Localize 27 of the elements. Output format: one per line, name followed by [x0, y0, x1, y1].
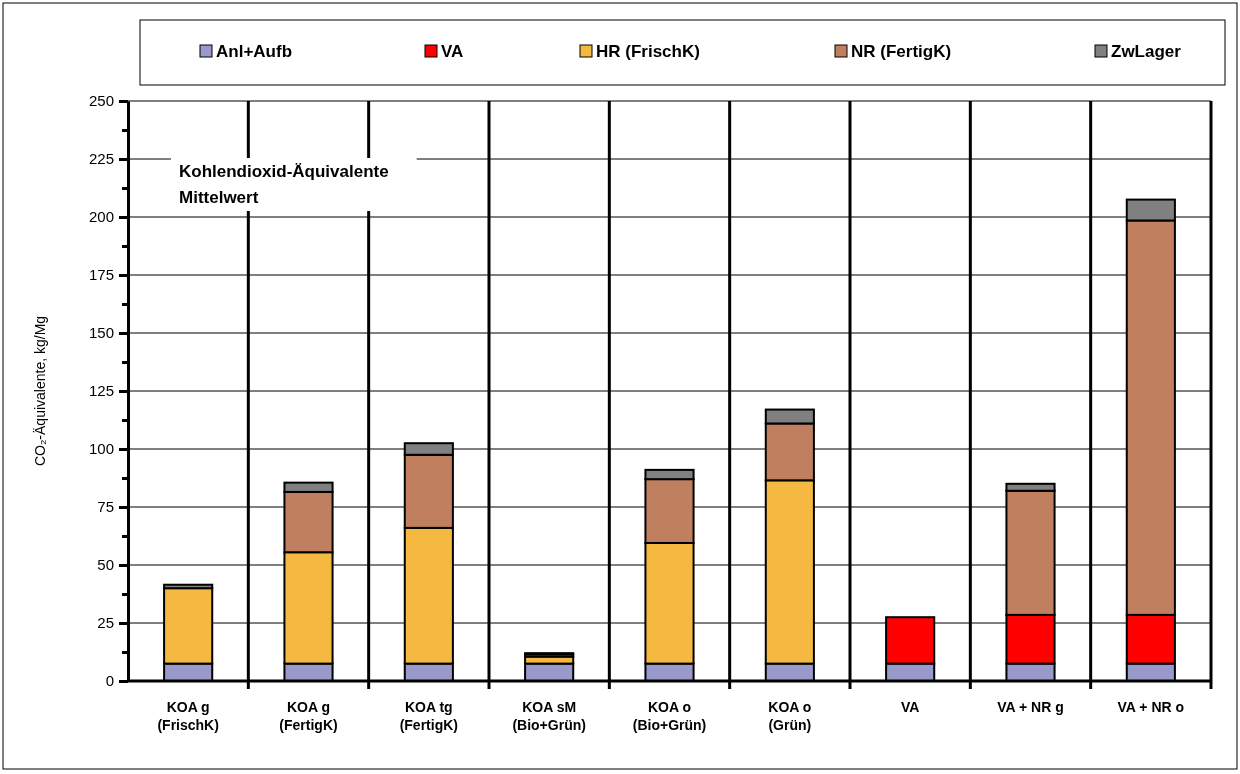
y-axis-title: CO₂-Äquivalente, kg/Mg	[32, 315, 48, 467]
y-tick-label: 250	[88, 92, 114, 110]
x-tick-label: KOA tg (FertigK)	[399, 699, 458, 733]
y-tick-label: 100	[88, 440, 114, 458]
x-tick-label: VA	[900, 699, 920, 715]
y-tick-label: 225	[88, 150, 114, 168]
y-tick-label: 75	[97, 498, 114, 516]
x-tick-label: KOA o (Bio+Grün)	[632, 699, 707, 733]
x-tick-label: KOA g (FertigK)	[279, 699, 338, 733]
annotation: Kohlendioxid-Äquivalente Mittelwert	[179, 162, 389, 207]
y-tick-label: 175	[88, 266, 114, 284]
y-tick-label: 0	[105, 672, 114, 690]
legend-label: VA	[441, 42, 464, 61]
legend-label: HR (FrischK)	[596, 42, 700, 61]
x-tick-label: VA + NR o	[1117, 699, 1185, 715]
x-tick-label: VA + NR g	[997, 699, 1064, 715]
y-tick-label: 200	[88, 208, 114, 226]
legend-label: NR (FertigK)	[851, 42, 952, 61]
x-tick-label: KOA g (FrischK)	[157, 699, 219, 733]
y-tick-label: 150	[88, 324, 114, 342]
legend-label: Anl+Aufb	[216, 42, 293, 61]
y-tick-label: 125	[88, 382, 114, 400]
y-tick-label: 50	[97, 556, 114, 574]
y-tick-label: 25	[97, 614, 114, 632]
x-tick-label: KOA o (Grün)	[768, 699, 812, 733]
legend-label: ZwLager	[1111, 42, 1182, 61]
x-tick-label: KOA sM (Bio+Grün)	[512, 699, 586, 733]
